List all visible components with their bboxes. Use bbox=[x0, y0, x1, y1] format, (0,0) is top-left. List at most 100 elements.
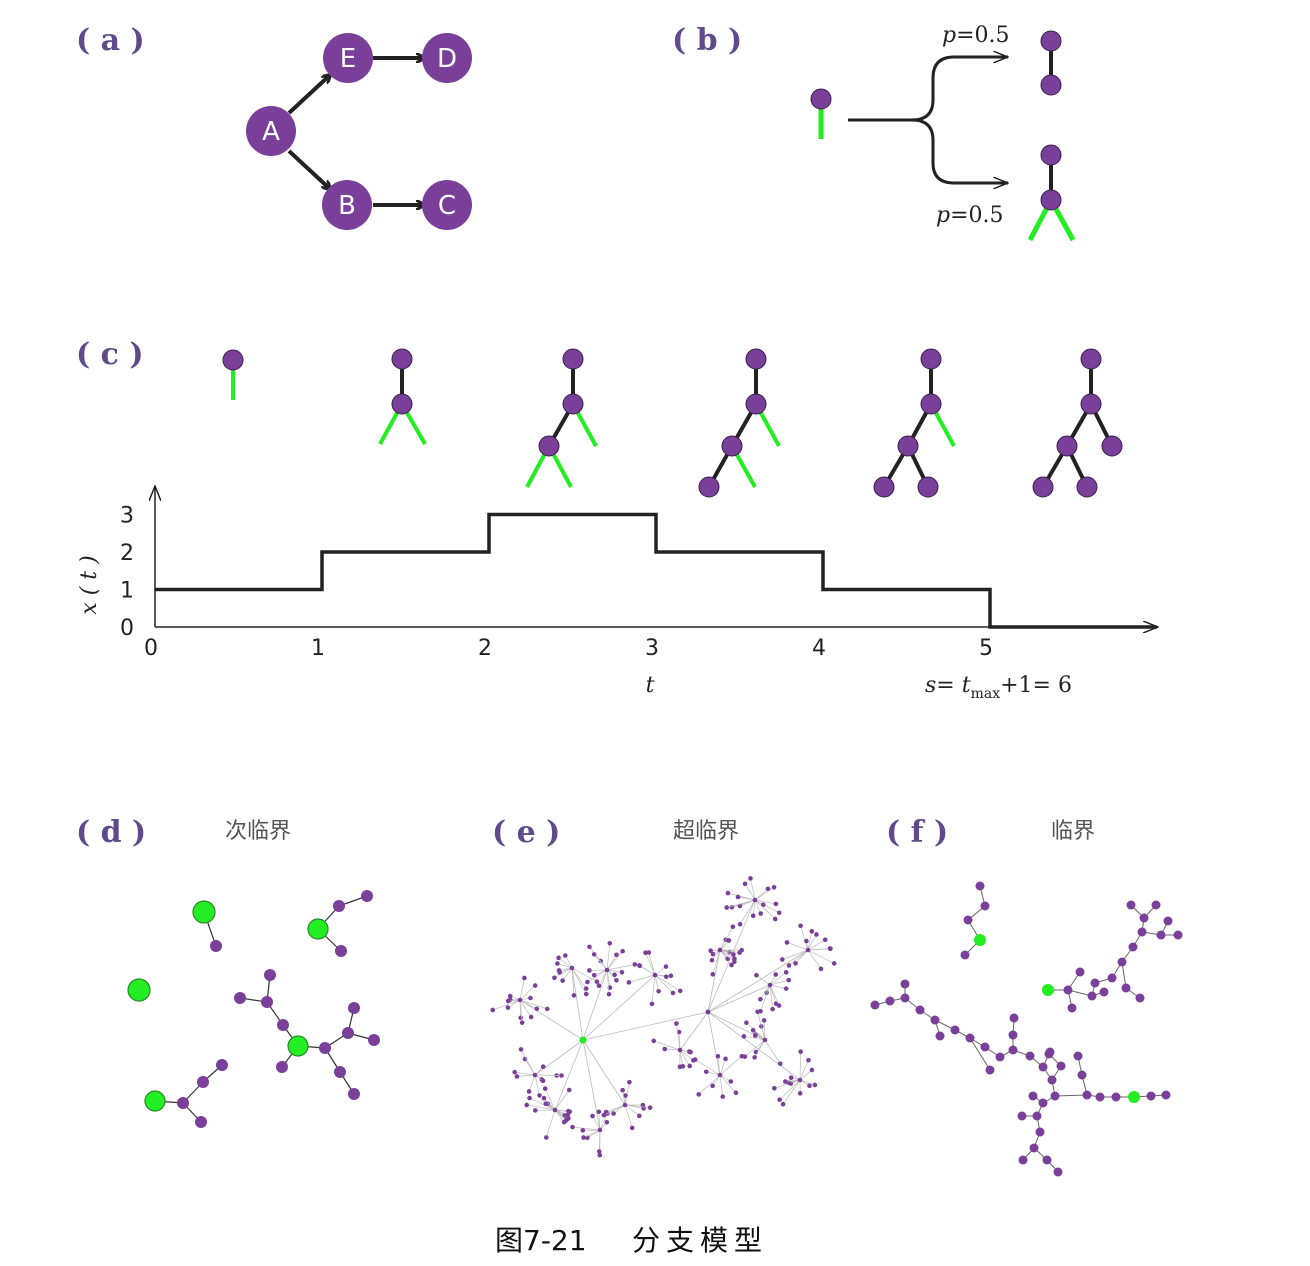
network-edge bbox=[592, 1115, 601, 1131]
network-node bbox=[505, 998, 511, 1004]
network-edge bbox=[707, 1011, 721, 1076]
network-node bbox=[828, 946, 833, 951]
network-edge bbox=[624, 1104, 651, 1109]
network-edge bbox=[624, 1082, 630, 1106]
network-edge bbox=[756, 974, 771, 986]
network-edge bbox=[707, 949, 721, 1013]
network-node bbox=[594, 979, 600, 984]
network-edge bbox=[707, 984, 771, 1013]
x-tick-labels: 0 1 2 3 4 5 bbox=[144, 636, 993, 661]
panel-label-b: ( b ) bbox=[672, 23, 742, 58]
network-edge bbox=[719, 1058, 726, 1076]
network-edge bbox=[606, 964, 635, 971]
network-edge bbox=[752, 1030, 766, 1041]
network-node bbox=[596, 1109, 602, 1115]
network-edge bbox=[606, 950, 623, 971]
network-edge bbox=[769, 984, 780, 1006]
network-node bbox=[688, 1049, 693, 1055]
network-edge bbox=[651, 974, 656, 1004]
network-edge bbox=[582, 969, 608, 1041]
network-edge bbox=[519, 999, 523, 1023]
network-node bbox=[677, 988, 683, 994]
network-node bbox=[755, 1009, 760, 1015]
x-axis-label: t bbox=[646, 673, 655, 698]
network-edge bbox=[554, 1039, 584, 1111]
network-node bbox=[632, 962, 638, 967]
x-tick-0: 0 bbox=[144, 636, 158, 661]
network-node bbox=[640, 1102, 646, 1108]
network-node bbox=[514, 1074, 520, 1079]
network-node bbox=[607, 940, 613, 946]
network-edge bbox=[624, 1104, 633, 1129]
network-node bbox=[556, 968, 562, 973]
network-node bbox=[723, 1056, 728, 1062]
figure-title: 分支模型 bbox=[632, 1224, 768, 1257]
network-edge bbox=[799, 1079, 816, 1086]
network-node bbox=[590, 1113, 595, 1119]
network-edge bbox=[763, 1020, 766, 1041]
edge-a-e bbox=[287, 75, 330, 115]
network-node bbox=[780, 1101, 786, 1107]
network-node bbox=[773, 972, 779, 977]
network-edge bbox=[679, 1049, 690, 1067]
network-edge bbox=[707, 1011, 801, 1081]
network-node bbox=[798, 1049, 803, 1054]
network-node bbox=[735, 894, 741, 900]
network-edge bbox=[571, 967, 584, 1041]
network-node bbox=[752, 1033, 758, 1038]
network-edge bbox=[807, 931, 813, 951]
network-node bbox=[717, 1072, 723, 1078]
network-node bbox=[522, 1056, 528, 1062]
node-a bbox=[246, 106, 296, 156]
network-node bbox=[544, 1006, 550, 1012]
network-edge bbox=[739, 899, 756, 925]
network-node bbox=[777, 1097, 782, 1102]
network-node bbox=[731, 952, 736, 957]
network-node bbox=[532, 1072, 538, 1078]
network-edge bbox=[599, 1113, 608, 1131]
network-edge bbox=[664, 1048, 681, 1051]
network-edge bbox=[571, 967, 598, 982]
network-node bbox=[543, 1101, 549, 1106]
network-node bbox=[552, 1107, 558, 1113]
network-edge bbox=[594, 969, 608, 976]
network-node bbox=[505, 1005, 511, 1010]
tree-stage-1 bbox=[222, 349, 244, 400]
network-node bbox=[715, 1053, 721, 1059]
network-node bbox=[662, 1046, 668, 1052]
network-edge bbox=[719, 1055, 743, 1076]
network-edge bbox=[622, 1090, 626, 1106]
network-node bbox=[528, 995, 533, 1001]
network-edge bbox=[754, 899, 776, 920]
network-node bbox=[643, 950, 648, 956]
network-node bbox=[656, 988, 661, 994]
network-node bbox=[770, 1006, 775, 1012]
network-edge bbox=[606, 969, 617, 981]
node-d-label: D bbox=[437, 44, 457, 74]
network-edge bbox=[769, 979, 789, 986]
network-node bbox=[587, 944, 592, 950]
root-node bbox=[810, 88, 832, 110]
network-node bbox=[777, 1061, 783, 1067]
network-node bbox=[677, 1047, 683, 1053]
x-tick-3: 3 bbox=[645, 636, 659, 661]
y-tick-0: 0 bbox=[120, 616, 134, 641]
network-node bbox=[809, 1067, 815, 1073]
network-edge bbox=[719, 1074, 724, 1097]
network-node bbox=[587, 968, 592, 973]
network-node bbox=[542, 1086, 548, 1091]
network-edge bbox=[719, 1074, 737, 1094]
network-node bbox=[532, 983, 538, 988]
network-node bbox=[772, 916, 778, 922]
tree-stage-5 bbox=[873, 348, 956, 498]
network-edge bbox=[519, 999, 532, 1018]
network-node bbox=[687, 1063, 692, 1069]
network-node bbox=[760, 902, 766, 908]
network-node bbox=[725, 956, 730, 962]
network-node bbox=[670, 990, 676, 996]
network-edge bbox=[534, 1074, 540, 1096]
x-tick-5: 5 bbox=[979, 636, 993, 661]
node-e-label: E bbox=[340, 44, 356, 74]
tree-stage-6 bbox=[1032, 348, 1123, 498]
network-edge bbox=[737, 896, 756, 901]
